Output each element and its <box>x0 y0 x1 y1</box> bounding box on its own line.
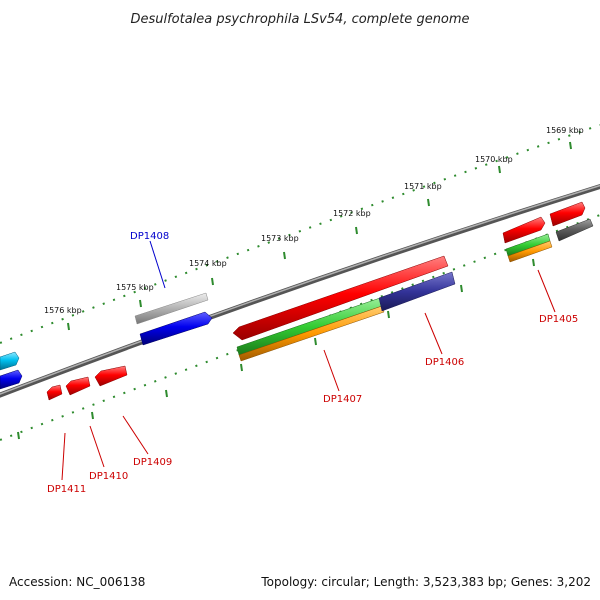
leader-dp1409 <box>122 415 149 455</box>
kbp-label-1573: 1573 kbp <box>261 234 299 243</box>
map-title: Desulfotalea psychrophila LSv54, complet… <box>130 12 469 27</box>
forward-genes <box>0 201 594 390</box>
gene-dp1407-red <box>232 255 449 341</box>
genome-backbone-highlight <box>0 184 600 395</box>
inner-tick-c <box>387 310 390 319</box>
kbp-tick-1575 <box>139 299 142 308</box>
label-dp1407: DP1407 <box>323 394 362 405</box>
label-dp1410: DP1410 <box>89 471 128 482</box>
kbp-label-1570: 1570 kbp <box>475 155 513 164</box>
leader-dp1405 <box>537 269 556 313</box>
inner-tick-e <box>240 363 243 372</box>
kbp-tick-1572 <box>355 226 358 235</box>
label-dp1411: DP1411 <box>47 484 86 495</box>
gene-dp1411 <box>46 384 63 401</box>
label-leaders <box>61 240 556 481</box>
genome-summary-text: Topology: circular; Length: 3,523,383 bp… <box>260 575 591 589</box>
feature-dp1406-navy <box>378 271 456 312</box>
outer-scale-dots <box>0 124 600 344</box>
inner-tick-f <box>165 389 168 398</box>
gene-labels: DP1408 DP1405 DP1406 DP1407 DP1409 DP141… <box>47 231 578 495</box>
leader-dp1407 <box>323 349 340 392</box>
reverse-genes <box>46 233 553 401</box>
accession-text: Accession: NC_006138 <box>9 575 145 589</box>
feature-orange-long <box>238 305 385 362</box>
kbp-label-1571: 1571 kbp <box>404 182 442 191</box>
inner-tick-b <box>460 284 463 293</box>
gene-red-right <box>549 201 586 227</box>
kbp-label-1569: 1569 kbp <box>546 126 584 135</box>
kbp-tick-1569 <box>569 141 572 150</box>
kbp-label-1574: 1574 kbp <box>189 259 227 268</box>
inner-scale <box>0 214 600 441</box>
leader-dp1406 <box>424 312 443 355</box>
kbp-label-1576: 1576 kbp <box>44 306 82 315</box>
leader-dp1408 <box>149 240 166 289</box>
kbp-label-1575: 1575 kbp <box>116 283 154 292</box>
gene-blue-left <box>0 369 23 390</box>
kbp-tick-1574 <box>211 277 214 286</box>
gene-dp1408 <box>139 311 213 346</box>
label-dp1409: DP1409 <box>133 457 172 468</box>
inner-tick-a <box>532 258 535 267</box>
leader-dp1410 <box>89 425 105 468</box>
kbp-tick-1573 <box>283 251 286 260</box>
inner-tick-h <box>17 431 20 440</box>
label-dp1408: DP1408 <box>130 231 169 242</box>
outer-scale: 1569 kbp 1570 kbp 1571 kbp 1572 kbp 1573… <box>0 124 600 344</box>
label-dp1406: DP1406 <box>425 357 464 368</box>
gene-dp1410 <box>65 376 91 396</box>
leader-dp1411 <box>61 432 66 481</box>
inner-scale-dots <box>0 214 600 441</box>
gene-cyan-left <box>0 351 20 371</box>
gene-dark-gray-right <box>555 218 594 242</box>
kbp-label-1572: 1572 kbp <box>333 209 371 218</box>
inner-tick-g <box>91 411 94 420</box>
label-dp1405: DP1405 <box>539 314 578 325</box>
feature-orange-right <box>507 240 553 263</box>
gene-dp1405-red <box>502 216 546 244</box>
genome-backbone <box>0 183 600 398</box>
kbp-tick-1571 <box>427 198 430 207</box>
kbp-tick-1576 <box>67 322 70 331</box>
kbp-tick-1570 <box>498 165 501 174</box>
gene-dp1409 <box>94 365 128 387</box>
gene-gray-outer <box>134 292 209 325</box>
inner-tick-d <box>314 337 317 346</box>
